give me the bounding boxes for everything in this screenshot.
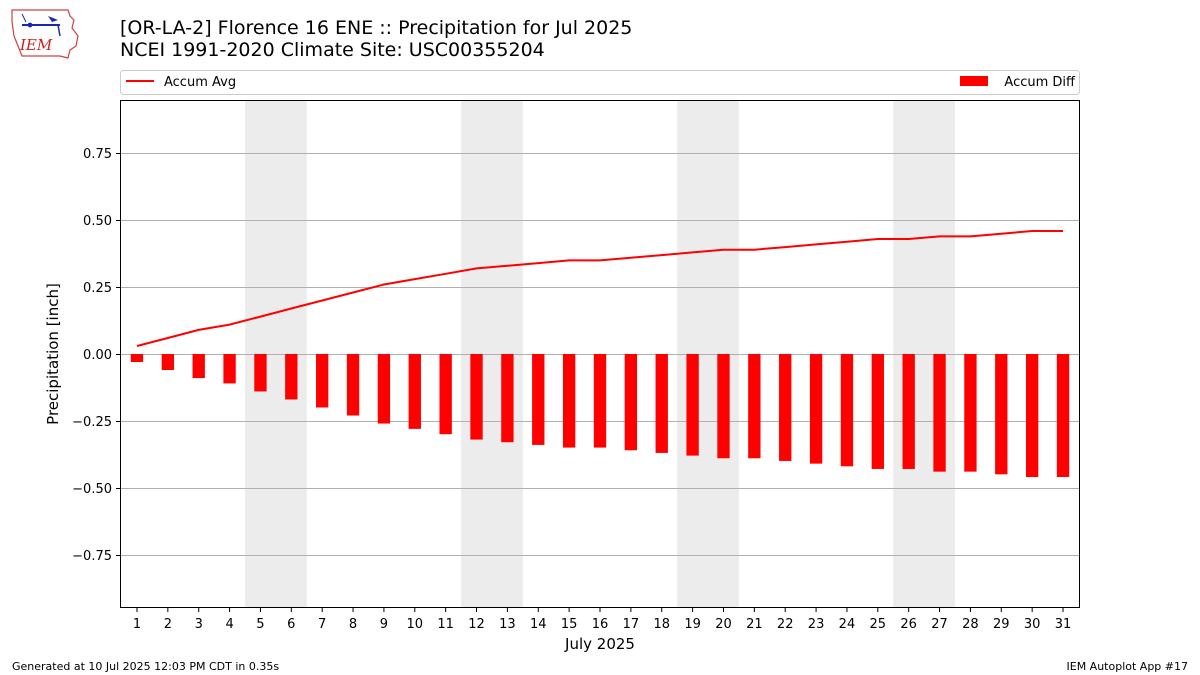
accum-diff-bar bbox=[285, 354, 298, 400]
accum-diff-bar bbox=[470, 354, 483, 440]
legend-bar-swatch bbox=[960, 76, 988, 86]
accum-diff-bar bbox=[717, 354, 730, 459]
accum-diff-bar bbox=[223, 354, 236, 384]
x-tick-label: 1 bbox=[133, 617, 141, 632]
y-tick-label: 0.75 bbox=[83, 147, 112, 162]
accum-avg-line bbox=[136, 230, 1063, 347]
x-tick-label: 6 bbox=[287, 617, 295, 632]
accum-diff-bar bbox=[779, 354, 792, 461]
accum-diff-bar bbox=[809, 354, 823, 464]
x-tick-label: 10 bbox=[407, 617, 424, 632]
accum-diff-bar bbox=[902, 354, 915, 469]
y-axis-label: Precipitation [inch] bbox=[44, 283, 62, 425]
legend-line-label: Accum Avg bbox=[164, 75, 236, 90]
x-tick-label: 19 bbox=[684, 617, 701, 632]
x-axis-ticks: 1 2 3 4 5 6 7 8 9 10 11 12 13 14 15 16 17 18 19 20 21 22 23 24 2… bbox=[133, 608, 1071, 632]
accum-diff-bar bbox=[995, 354, 1008, 475]
x-tick-label: 7 bbox=[318, 617, 326, 632]
x-tick-label: 4 bbox=[225, 617, 233, 632]
chart-subtitle: NCEI 1991-2020 Climate Site: USC00355204 bbox=[120, 39, 545, 61]
x-tick-label: 23 bbox=[808, 617, 825, 632]
x-axis-label: July 2025 bbox=[564, 635, 635, 653]
chart-title: [OR-LA-2] Florence 16 ENE :: Precipitati… bbox=[120, 17, 633, 39]
accum-avg-line-group bbox=[136, 230, 1063, 347]
accum-diff-bar bbox=[840, 354, 854, 467]
x-tick-label: 18 bbox=[653, 617, 670, 632]
x-tick-label: 22 bbox=[777, 617, 794, 632]
x-tick-label: 20 bbox=[715, 617, 732, 632]
accum-diff-bar bbox=[964, 354, 977, 472]
accum-diff-bar bbox=[254, 354, 267, 392]
x-tick-label: 15 bbox=[561, 617, 578, 632]
footer-app: IEM Autoplot App #17 bbox=[1066, 660, 1189, 673]
x-tick-label: 9 bbox=[380, 617, 388, 632]
x-tick-label: 27 bbox=[931, 617, 948, 632]
accum-diff-bar bbox=[748, 354, 761, 459]
x-tick-label: 24 bbox=[839, 617, 856, 632]
x-tick-label: 12 bbox=[468, 617, 485, 632]
accum-diff-bar bbox=[130, 354, 144, 363]
x-tick-label: 16 bbox=[592, 617, 609, 632]
accum-diff-bar bbox=[1025, 354, 1039, 477]
y-tick-label: −0.50 bbox=[72, 482, 112, 497]
legend: Accum Avg Accum Diff bbox=[120, 70, 1080, 95]
x-tick-label: 26 bbox=[900, 617, 917, 632]
x-tick-label: 13 bbox=[499, 617, 516, 632]
y-tick-label: 0.50 bbox=[83, 214, 112, 229]
accum-diff-bar bbox=[562, 354, 576, 448]
y-tick-label: 0.00 bbox=[83, 348, 112, 363]
accum-diff-bar bbox=[624, 354, 638, 451]
x-tick-label: 8 bbox=[349, 617, 357, 632]
logo-text: IEM bbox=[19, 36, 53, 54]
plot-frame bbox=[120, 100, 1080, 608]
iem-logo: IEM bbox=[11, 9, 79, 59]
accum-diff-bar bbox=[655, 354, 668, 453]
x-tick-label: 14 bbox=[530, 617, 547, 632]
accum-diff-bar bbox=[408, 354, 421, 429]
accum-diff-bar bbox=[346, 354, 360, 416]
x-tick-label: 2 bbox=[164, 617, 172, 632]
accum-diff-bar bbox=[316, 354, 329, 408]
x-tick-label: 31 bbox=[1055, 617, 1072, 632]
x-tick-label: 11 bbox=[437, 617, 454, 632]
accum-diff-bar bbox=[871, 354, 884, 469]
legend-frame bbox=[120, 70, 1080, 95]
x-tick-label: 3 bbox=[195, 617, 203, 632]
y-axis-ticks: 0.75 0.50 0.25 0.00 −0.25 −0.50 −0.75 bbox=[72, 147, 120, 564]
y-tick-label: −0.25 bbox=[72, 415, 112, 430]
accum-diff-bar bbox=[532, 354, 545, 445]
accum-diff-bar bbox=[1056, 354, 1070, 477]
accum-diff-bar bbox=[686, 354, 699, 456]
legend-bar-label: Accum Diff bbox=[1004, 75, 1076, 90]
accum-diff-bar bbox=[439, 354, 452, 435]
accum-diff-bar bbox=[192, 354, 205, 379]
x-tick-label: 29 bbox=[993, 617, 1010, 632]
accum-diff-bar bbox=[377, 354, 391, 424]
x-tick-label: 30 bbox=[1024, 617, 1041, 632]
accum-diff-bars bbox=[130, 354, 1070, 477]
x-tick-label: 25 bbox=[870, 617, 887, 632]
footer-generated: Generated at 10 Jul 2025 12:03 PM CDT in… bbox=[12, 660, 280, 673]
accum-diff-bar bbox=[593, 354, 607, 448]
x-tick-label: 28 bbox=[962, 617, 979, 632]
accum-diff-bar bbox=[933, 354, 946, 472]
x-tick-label: 21 bbox=[746, 617, 763, 632]
x-tick-label: 17 bbox=[623, 617, 640, 632]
x-tick-label: 5 bbox=[256, 617, 264, 632]
accum-diff-bar bbox=[501, 354, 514, 443]
y-tick-label: 0.25 bbox=[83, 281, 112, 296]
accum-diff-bar bbox=[161, 354, 175, 371]
y-tick-label: −0.75 bbox=[72, 549, 112, 564]
